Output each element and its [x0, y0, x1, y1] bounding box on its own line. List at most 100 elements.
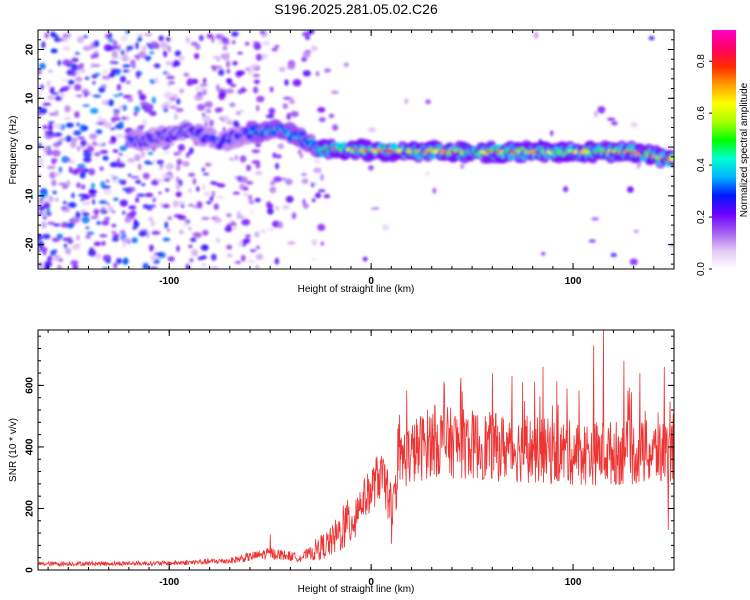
heatmap-cell: [240, 254, 246, 262]
heatmap-cell: [233, 226, 237, 230]
heatmap-cell: [174, 152, 178, 156]
heatmap-cell: [177, 144, 185, 152]
heatmap-cell: [125, 56, 131, 62]
heatmap-cell: [246, 164, 252, 172]
heatmap-cell: [186, 36, 190, 44]
heatmap-cell: [260, 229, 267, 234]
heatmap-cell: [265, 114, 275, 119]
heatmap-cell: [112, 149, 119, 153]
heatmap-cell: [668, 157, 674, 162]
heatmap-cell: [166, 75, 175, 80]
heatmap-cell: [367, 127, 377, 133]
heatmap-cell: [269, 86, 274, 93]
heatmap-cell: [221, 115, 231, 121]
heatmap-cell: [119, 199, 128, 207]
heatmap-cell: [42, 125, 48, 130]
heatmap-cell: [47, 123, 54, 131]
heatmap-cell: [86, 92, 92, 96]
heatmap-cell: [58, 258, 63, 262]
heatmap-cell: [256, 105, 260, 112]
heatmap-cell: [142, 262, 150, 269]
heatmap-cell: [89, 193, 97, 198]
heatmap-cell: [148, 204, 154, 208]
heatmap-cell: [218, 69, 225, 76]
heatmap-frame: [37, 29, 675, 270]
heatmap-cell: [40, 84, 44, 90]
heatmap-cell: [81, 216, 90, 224]
heatmap-cell: [150, 254, 158, 261]
heatmap-cell: [648, 36, 655, 41]
heatmap-cell: [203, 191, 211, 197]
heatmap-cell: [175, 191, 182, 198]
heatmap-cell: [283, 96, 292, 100]
heatmap-cell: [275, 162, 280, 170]
heatmap-cell: [52, 190, 57, 195]
heatmap-cell: [107, 205, 114, 212]
heatmap-cell: [117, 44, 121, 51]
heatmap-cell: [77, 147, 81, 152]
heatmap-cell: [65, 122, 74, 128]
heatmap-cell: [119, 145, 128, 151]
heatmap-cell: [136, 193, 146, 197]
heatmap-cell: [159, 41, 168, 49]
heatmap-cell: [42, 145, 49, 153]
heatmap-cell: [59, 37, 64, 42]
heatmap-cell: [287, 64, 296, 70]
heatmap-cell: [120, 75, 126, 83]
heatmap-cell: [53, 172, 61, 176]
heatmap-cell: [74, 83, 82, 91]
heatmap-cell: [287, 241, 296, 245]
heatmap-cell: [197, 256, 205, 261]
heatmap-cell: [42, 250, 47, 256]
heatmap-cell: [130, 210, 137, 217]
heatmap-cell: [95, 253, 102, 260]
heatmap-cell: [135, 42, 139, 50]
heatmap-cell: [76, 182, 81, 188]
heatmap-y-tick-label: 20: [25, 44, 36, 56]
heatmap-cell: [217, 39, 222, 45]
heatmap-cell: [62, 237, 70, 241]
heatmap-cell: [245, 67, 251, 71]
heatmap-cell: [122, 104, 127, 112]
heatmap-cell: [39, 62, 46, 70]
heatmap-cell: [102, 155, 109, 161]
heatmap-cell: [244, 42, 250, 46]
heatmap-cell: [315, 71, 320, 77]
heatmap-cell: [112, 40, 118, 47]
heatmap-cell: [139, 101, 149, 106]
heatmap-cell: [168, 81, 175, 85]
heatmap-cell: [71, 244, 80, 250]
heatmap-cell: [95, 129, 103, 135]
heatmap-cell: [112, 234, 120, 238]
heatmap-cell: [239, 155, 247, 163]
heatmap-cell: [199, 86, 207, 90]
heatmap-cell: [203, 172, 210, 176]
heatmap-x-axis-label: Height of straight line (km): [298, 284, 415, 295]
heatmap-cell: [425, 172, 430, 176]
heatmap-cell: [235, 261, 241, 264]
heatmap-cell: [550, 130, 554, 137]
heatmap-cell: [116, 258, 123, 264]
heatmap-cell: [202, 229, 209, 236]
colorbar-ticks: 0.0 0.2 0.4 0.6 0.8: [696, 54, 712, 276]
heatmap-cell: [141, 183, 146, 186]
heatmap-cell: [145, 103, 154, 111]
heatmap-cell: [152, 197, 156, 203]
heatmap-cell: [196, 186, 200, 192]
heatmap-cell: [269, 186, 277, 194]
heatmap-cell: [270, 180, 276, 186]
heatmap-cell: [158, 35, 164, 42]
heatmap-cell: [84, 76, 90, 80]
heatmap-cell: [110, 60, 115, 64]
heatmap-cell: [118, 153, 123, 156]
heatmap-cell: [163, 51, 168, 58]
heatmap-cell: [310, 45, 318, 52]
heatmap-cell: [113, 94, 120, 97]
heatmap-cell: [299, 152, 304, 159]
heatmap-cell: [113, 197, 119, 201]
heatmap-cell: [102, 210, 108, 214]
heatmap-cell: [128, 205, 137, 210]
heatmap-cell: [460, 164, 465, 169]
heatmap-cell: [179, 88, 185, 94]
